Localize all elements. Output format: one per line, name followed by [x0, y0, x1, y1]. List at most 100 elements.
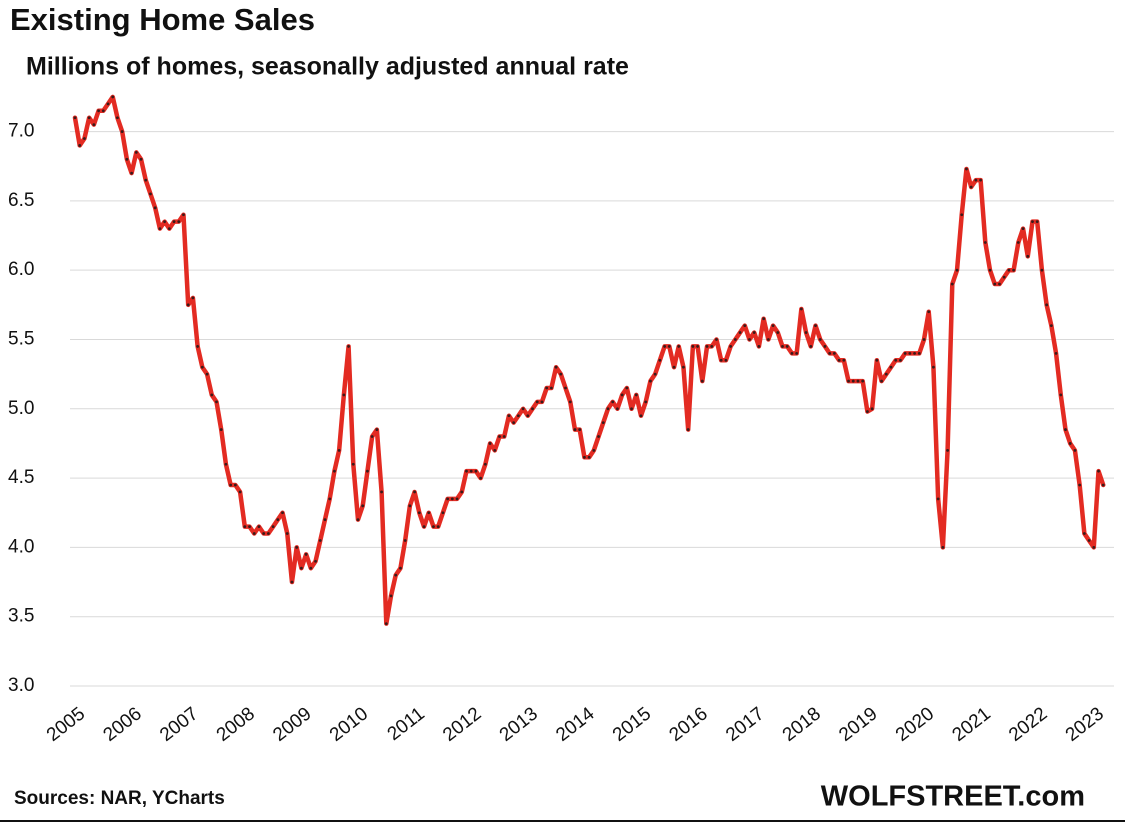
point	[347, 345, 350, 348]
point	[998, 282, 1001, 286]
point	[559, 372, 563, 376]
point	[370, 435, 374, 438]
point	[889, 365, 893, 369]
point	[597, 435, 600, 438]
x-tick-label: 2016	[666, 703, 712, 746]
point	[276, 518, 280, 522]
point	[125, 157, 129, 161]
point	[946, 448, 949, 452]
point	[413, 490, 416, 494]
point	[389, 594, 393, 598]
x-tick-label: 2010	[326, 703, 372, 746]
point	[1007, 268, 1011, 272]
point	[526, 414, 530, 418]
point	[116, 116, 119, 120]
point	[950, 282, 954, 286]
point	[479, 476, 483, 480]
point	[677, 345, 681, 348]
x-tick-label: 2006	[100, 703, 146, 746]
point	[993, 282, 997, 286]
point	[417, 511, 421, 515]
point	[97, 109, 100, 113]
point	[403, 539, 407, 542]
x-tick-label: 2014	[552, 703, 599, 746]
x-tick-label: 2008	[213, 703, 259, 746]
point	[130, 171, 134, 175]
point	[149, 192, 152, 196]
point	[757, 345, 761, 348]
point	[663, 345, 666, 348]
point	[191, 296, 195, 300]
point	[215, 400, 218, 404]
point	[300, 566, 303, 570]
point	[960, 213, 964, 217]
point	[262, 532, 266, 535]
point	[1049, 324, 1053, 328]
point	[828, 351, 832, 355]
line	[72, 94, 1106, 626]
point	[337, 448, 341, 452]
point	[87, 116, 91, 120]
point	[771, 324, 775, 328]
point	[1016, 241, 1020, 244]
point	[842, 358, 846, 362]
point	[644, 400, 648, 404]
point	[847, 379, 850, 383]
point	[790, 351, 794, 355]
point	[715, 338, 718, 341]
point	[804, 331, 808, 334]
point	[460, 490, 464, 494]
brand: WOLFSTREET.com	[821, 781, 1085, 813]
point	[616, 407, 619, 411]
point	[167, 227, 171, 231]
point	[200, 365, 204, 369]
point	[427, 511, 431, 515]
point	[620, 393, 624, 397]
point	[483, 462, 487, 466]
point	[285, 532, 289, 535]
point	[649, 379, 652, 383]
point	[177, 220, 181, 224]
point	[498, 435, 501, 438]
point	[507, 414, 511, 418]
point	[653, 372, 657, 376]
point	[469, 469, 473, 473]
point	[936, 497, 940, 501]
point	[583, 455, 586, 459]
point	[573, 428, 577, 431]
point	[969, 185, 973, 189]
point	[144, 178, 148, 182]
point	[120, 130, 124, 133]
point	[733, 338, 737, 341]
point	[295, 545, 299, 549]
point	[134, 150, 138, 154]
point	[554, 365, 558, 369]
point	[1002, 275, 1006, 279]
point	[837, 358, 841, 362]
point	[1040, 268, 1044, 272]
point	[535, 400, 539, 404]
point	[1082, 532, 1086, 535]
point	[880, 379, 883, 383]
point	[422, 525, 426, 529]
point	[724, 358, 728, 362]
point	[748, 338, 751, 341]
point	[630, 407, 633, 411]
point	[884, 372, 888, 376]
point	[1064, 428, 1067, 431]
point	[974, 178, 978, 182]
point	[799, 307, 803, 311]
point	[408, 504, 412, 508]
point	[856, 379, 860, 383]
x-tick-label: 2012	[439, 703, 485, 746]
point	[73, 116, 77, 120]
point	[776, 331, 780, 334]
y-tick-label: 7.0	[8, 121, 34, 142]
point	[243, 525, 247, 529]
y-tick-label: 4.0	[8, 536, 34, 557]
point	[795, 351, 799, 355]
point	[465, 469, 468, 473]
point	[233, 483, 237, 487]
point	[875, 358, 879, 362]
